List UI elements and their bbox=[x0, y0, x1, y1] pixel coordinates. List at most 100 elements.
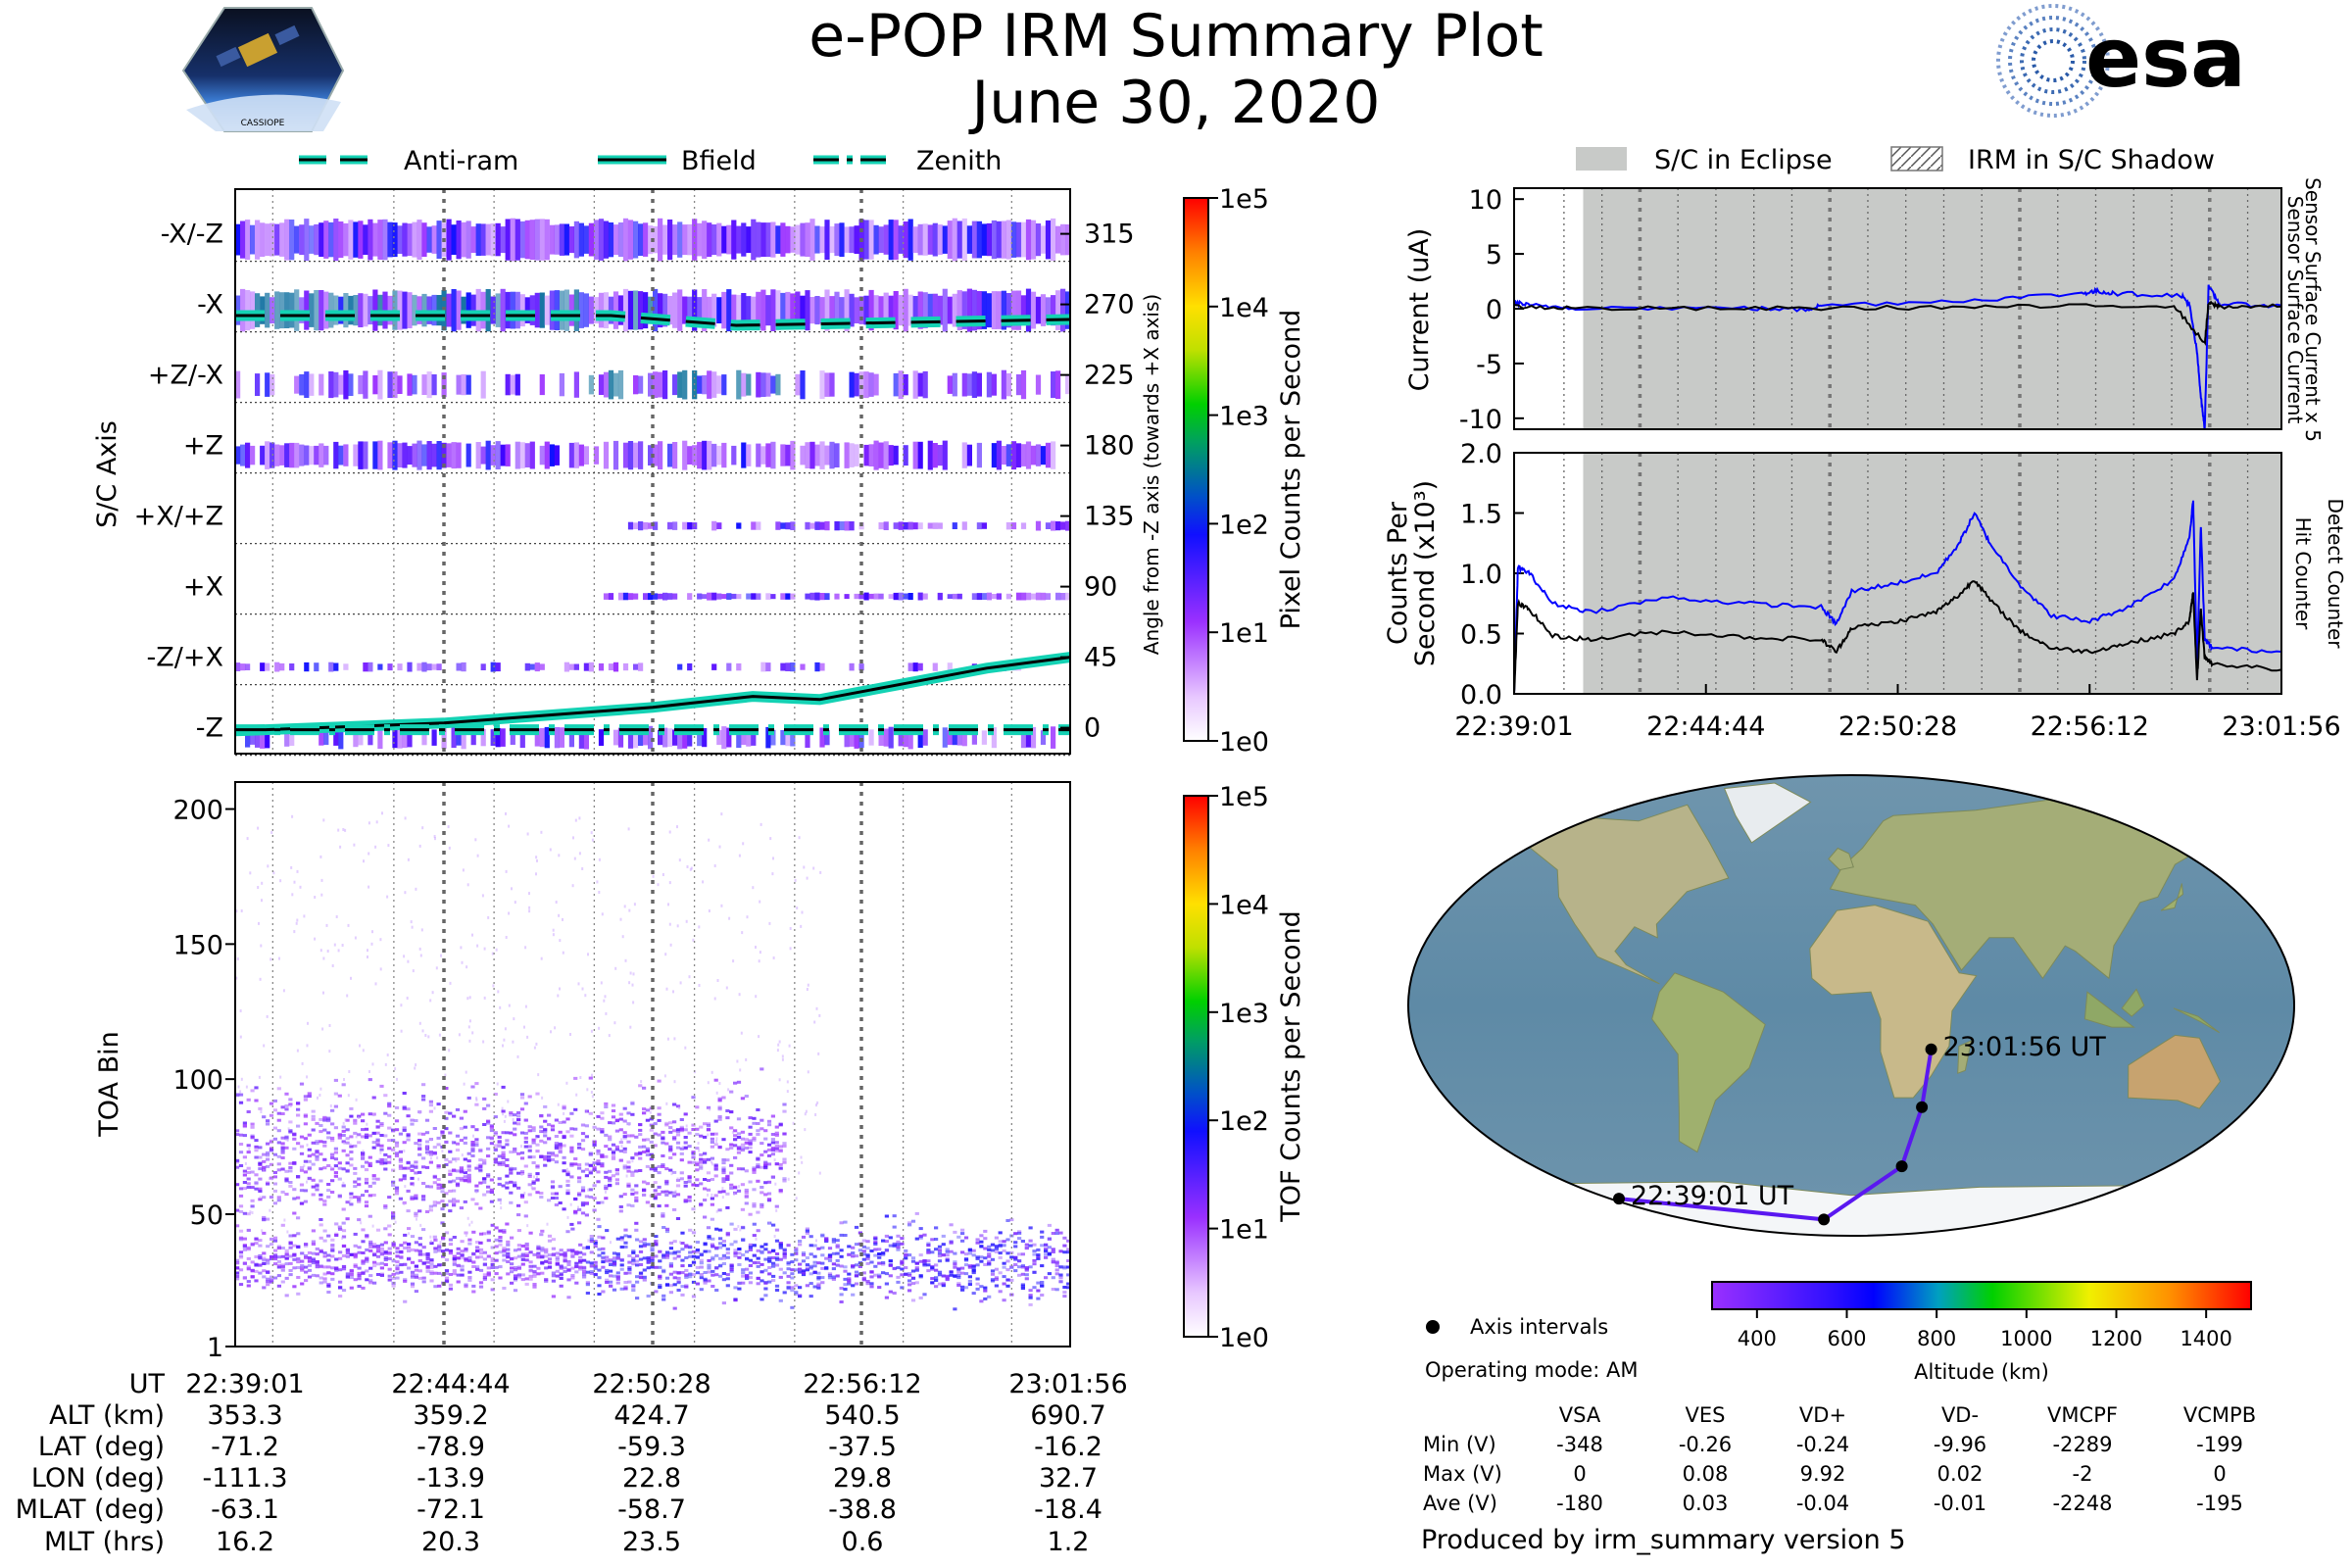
sc-axis-heat-cell bbox=[480, 370, 486, 399]
toa-heat-cell bbox=[520, 1262, 525, 1266]
sc-axis-heat-cell bbox=[363, 441, 368, 469]
toa-heat-cell bbox=[597, 1268, 602, 1272]
toa-noise-cell bbox=[342, 828, 345, 831]
sc-axis-heat-cell bbox=[912, 522, 918, 530]
toa-heat-cell bbox=[391, 1214, 396, 1218]
toa-heat-cell bbox=[395, 1276, 400, 1280]
toa-heat-cell bbox=[486, 1232, 491, 1236]
toa-heat-cell bbox=[543, 1104, 548, 1108]
toa-heat-cell bbox=[657, 1133, 662, 1137]
toa-heat-cell bbox=[562, 1144, 566, 1148]
toa-heat-cell bbox=[615, 1281, 620, 1285]
toa-noise-cell bbox=[360, 1221, 363, 1225]
toa-noise-cell bbox=[572, 836, 574, 840]
toa-heat-cell bbox=[638, 1133, 643, 1137]
toa-heat-cell bbox=[559, 1284, 564, 1288]
toa-heat-cell bbox=[466, 1159, 471, 1163]
toa-heat-cell bbox=[653, 1181, 658, 1185]
toa-heat-cell bbox=[516, 1275, 521, 1279]
toa-heat-cell bbox=[737, 1255, 742, 1259]
toa-heat-cell bbox=[398, 1178, 403, 1182]
sc-axis-heat-cell bbox=[245, 663, 251, 670]
toa-heat-cell bbox=[361, 1194, 366, 1198]
toa-heat-cell bbox=[801, 1251, 807, 1254]
sc-axis-heat-cell bbox=[622, 662, 629, 671]
toa-heat-cell bbox=[238, 1283, 244, 1287]
toa-heat-cell bbox=[466, 1164, 471, 1168]
toa-heat-cell bbox=[597, 1253, 602, 1257]
toa-heat-cell bbox=[721, 1161, 726, 1165]
toa-heat-cell bbox=[668, 1262, 673, 1266]
sc-axis-heat-cell bbox=[1060, 521, 1066, 530]
toa-heat-cell bbox=[605, 1278, 610, 1282]
toa-heat-cell bbox=[292, 1137, 297, 1141]
toa-heat-cell bbox=[311, 1152, 316, 1156]
toa-heat-cell bbox=[516, 1122, 521, 1126]
toa-heat-cell bbox=[881, 1239, 886, 1243]
toa-heat-cell bbox=[421, 1280, 426, 1284]
toa-heat-cell bbox=[543, 1157, 548, 1161]
toa-heat-cell bbox=[276, 1247, 281, 1250]
toa-heat-cell bbox=[262, 1152, 267, 1156]
toa-noise-cell bbox=[343, 1207, 346, 1211]
toa-noise-cell bbox=[491, 952, 494, 956]
sc-axis-heat-cell bbox=[697, 728, 703, 747]
toa-heat-cell bbox=[904, 1256, 908, 1260]
sc-axis-heat-cell bbox=[377, 440, 383, 470]
toa-heat-cell bbox=[710, 1141, 714, 1144]
toa-heat-cell bbox=[303, 1189, 308, 1193]
toa-noise-cell bbox=[320, 893, 323, 897]
toa-heat-cell bbox=[975, 1263, 980, 1267]
toa-heat-cell bbox=[638, 1276, 644, 1280]
toa-heat-cell bbox=[994, 1250, 999, 1253]
toa-heat-cell bbox=[333, 1126, 338, 1130]
sc-axis-heat-cell bbox=[702, 220, 708, 259]
toa-noise-cell bbox=[239, 1090, 242, 1094]
toa-heat-cell bbox=[668, 1126, 673, 1130]
toa-heat-cell bbox=[296, 1266, 301, 1269]
sc-axis-heat-cell bbox=[397, 443, 403, 467]
sc-axis-heat-cell bbox=[1065, 592, 1070, 601]
toa-noise-cell bbox=[461, 960, 464, 964]
toa-heat-cell bbox=[896, 1240, 901, 1244]
toa-tick-label: 1 bbox=[207, 1333, 223, 1363]
toa-heat-cell bbox=[501, 1085, 506, 1089]
toa-heat-cell bbox=[752, 1261, 757, 1265]
toa-heat-cell bbox=[444, 1116, 449, 1120]
toa-heat-cell bbox=[562, 1104, 566, 1108]
toa-noise-cell bbox=[584, 994, 587, 998]
toa-heat-cell bbox=[540, 1254, 545, 1258]
sc-axis-heat-cell bbox=[917, 727, 923, 748]
toa-heat-cell bbox=[635, 1297, 640, 1300]
sc-axis-heat-cell bbox=[952, 522, 957, 529]
toa-heat-cell bbox=[1009, 1255, 1014, 1259]
toa-heat-cell bbox=[391, 1272, 396, 1276]
toa-heat-cell bbox=[805, 1263, 809, 1267]
toa-heat-cell bbox=[452, 1254, 457, 1258]
sc-axis-heat-cell bbox=[588, 374, 594, 395]
toa-noise-cell bbox=[378, 1157, 381, 1161]
toa-heat-cell bbox=[276, 1284, 281, 1288]
toa-heat-cell bbox=[934, 1276, 939, 1280]
toa-heat-cell bbox=[311, 1229, 316, 1233]
toa-noise-cell bbox=[566, 1215, 569, 1219]
toa-heat-cell bbox=[668, 1156, 673, 1159]
toa-heat-cell bbox=[1032, 1258, 1037, 1262]
toa-heat-cell bbox=[361, 1152, 366, 1154]
toa-heat-cell bbox=[493, 1157, 498, 1161]
toa-heat-cell bbox=[311, 1162, 316, 1166]
sc-axis-heat-cell bbox=[245, 442, 251, 468]
sc-axis-heat-cell bbox=[407, 446, 413, 466]
toa-heat-cell bbox=[509, 1166, 514, 1170]
toa-heat-cell bbox=[767, 1266, 772, 1269]
toa-heat-cell bbox=[998, 1240, 1003, 1244]
toa-heat-cell bbox=[436, 1178, 441, 1181]
toa-heat-cell bbox=[563, 1252, 567, 1256]
toa-heat-cell bbox=[330, 1238, 335, 1242]
toa-heat-cell bbox=[258, 1271, 263, 1275]
toa-heat-cell bbox=[288, 1184, 293, 1188]
toa-heat-cell bbox=[657, 1193, 662, 1197]
toa-heat-cell bbox=[349, 1135, 354, 1139]
toa-heat-cell bbox=[627, 1280, 632, 1284]
